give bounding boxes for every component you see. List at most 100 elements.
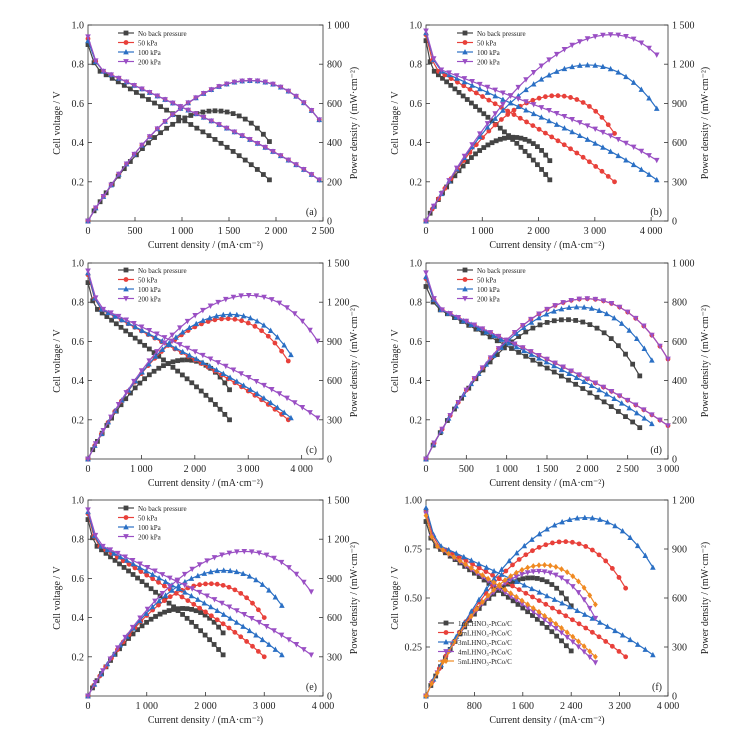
polarization-point: [559, 600, 565, 606]
polarization-point: [657, 417, 663, 424]
legend-label: 200 kPa: [138, 59, 162, 67]
power-density-point: [599, 114, 605, 120]
polarization-point: [181, 582, 188, 589]
power-density-point: [214, 567, 221, 574]
polarization-point: [522, 149, 528, 154]
polarization-point: [484, 89, 491, 95]
polarization-point: [483, 328, 490, 335]
polarization-point: [232, 629, 238, 635]
polarization-point: [153, 589, 158, 595]
power-density-point: [453, 165, 460, 172]
power-density-point: [301, 100, 307, 106]
polarization-point: [85, 268, 91, 274]
polarization-point: [513, 593, 519, 600]
polarization-point: [589, 629, 595, 635]
power-density-point: [455, 399, 462, 406]
polarization-point: [510, 583, 515, 589]
power-density-point: [508, 573, 514, 580]
polarization-point: [641, 407, 647, 413]
polarization-point: [131, 82, 138, 89]
power-density-point: [574, 97, 580, 102]
polarization-point: [240, 382, 247, 388]
power-density-point: [247, 315, 254, 321]
polarization-point: [445, 546, 452, 553]
polarization-point: [97, 68, 103, 74]
y2-tick-label: 300: [672, 177, 687, 188]
power-density-point: [569, 63, 575, 70]
plot-frame: [87, 262, 324, 460]
power-density-point: [430, 203, 437, 210]
power-density-point: [573, 303, 580, 310]
legend-marker: [462, 59, 468, 65]
polarization-point: [223, 125, 230, 132]
polarization-point: [469, 79, 475, 85]
polarization-point: [212, 402, 218, 407]
power-density-point: [146, 360, 152, 367]
polarization-point: [456, 554, 462, 560]
polarization-point: [498, 336, 505, 342]
power-density-point: [293, 93, 299, 100]
legend-label: 200 kPa: [138, 534, 162, 542]
polarization-point: [186, 352, 193, 358]
power-density-point: [137, 615, 143, 621]
polarization-point: [129, 557, 136, 564]
power-density-point: [581, 584, 587, 591]
polarization-curve: [425, 272, 669, 427]
legend-label: 3mLHNO₃-PtCo/C: [458, 639, 512, 647]
power-density-point: [530, 81, 537, 87]
y-tick-label: 0.4: [72, 376, 85, 387]
power-density-point: [447, 412, 453, 419]
power-density-point: [638, 86, 645, 92]
power-density-point: [261, 322, 267, 328]
y2-tick-label: 0: [672, 455, 677, 466]
power-density-point: [245, 320, 251, 326]
power-density-point: [201, 570, 208, 576]
power-density-point: [583, 544, 589, 549]
power-density-point: [560, 300, 566, 306]
power-density-point: [222, 296, 229, 303]
legend-label: 200 kPa: [138, 296, 162, 304]
power-density-point: [536, 568, 542, 575]
power-density-point: [503, 337, 510, 344]
power-density-point: [468, 155, 474, 160]
power-density-point: [144, 606, 151, 613]
power-density-point: [563, 596, 569, 602]
polarization-point: [467, 86, 473, 92]
power-density-point: [605, 122, 611, 128]
power-density-point: [516, 557, 522, 562]
polarization-point: [138, 324, 145, 330]
power-density-point: [616, 575, 622, 580]
polarization-point: [553, 121, 560, 127]
power-density-point: [122, 634, 129, 641]
panel-label: (c): [306, 445, 317, 456]
polarization-point: [109, 75, 115, 81]
polarization-point: [497, 125, 503, 131]
y-tick-label: 0.4: [72, 613, 85, 624]
power-density-point: [523, 86, 529, 93]
y-tick-label: 0.4: [72, 138, 85, 149]
power-density-point: [261, 615, 267, 620]
chart-panel-b: 0 1 000 2 000 3 000 4 000 0.2 0.4 0.6 0.8 1.0 0 300…: [390, 21, 711, 252]
polarization-point: [524, 605, 531, 611]
y-tick-label: 0.8: [410, 298, 423, 309]
polarization-point: [513, 343, 520, 350]
power-density-point: [642, 552, 649, 558]
polarization-point: [85, 34, 91, 40]
power-density-point: [506, 557, 512, 564]
polarization-curve: [425, 30, 658, 161]
polarization-point: [267, 399, 274, 406]
power-density-point: [556, 539, 562, 545]
polarization-point: [144, 582, 149, 588]
power-density-point: [254, 318, 260, 324]
power-density-point: [200, 91, 207, 97]
polarization-point: [274, 404, 281, 410]
power-density-point: [523, 552, 529, 558]
power-density-point: [544, 320, 550, 325]
power-density-point: [203, 581, 208, 587]
polarization-point: [286, 637, 292, 643]
power-density-point: [226, 584, 232, 590]
polarization-point: [552, 360, 558, 367]
power-density-point: [543, 94, 548, 100]
polarization-point: [564, 629, 570, 636]
power-density-point: [481, 145, 487, 150]
